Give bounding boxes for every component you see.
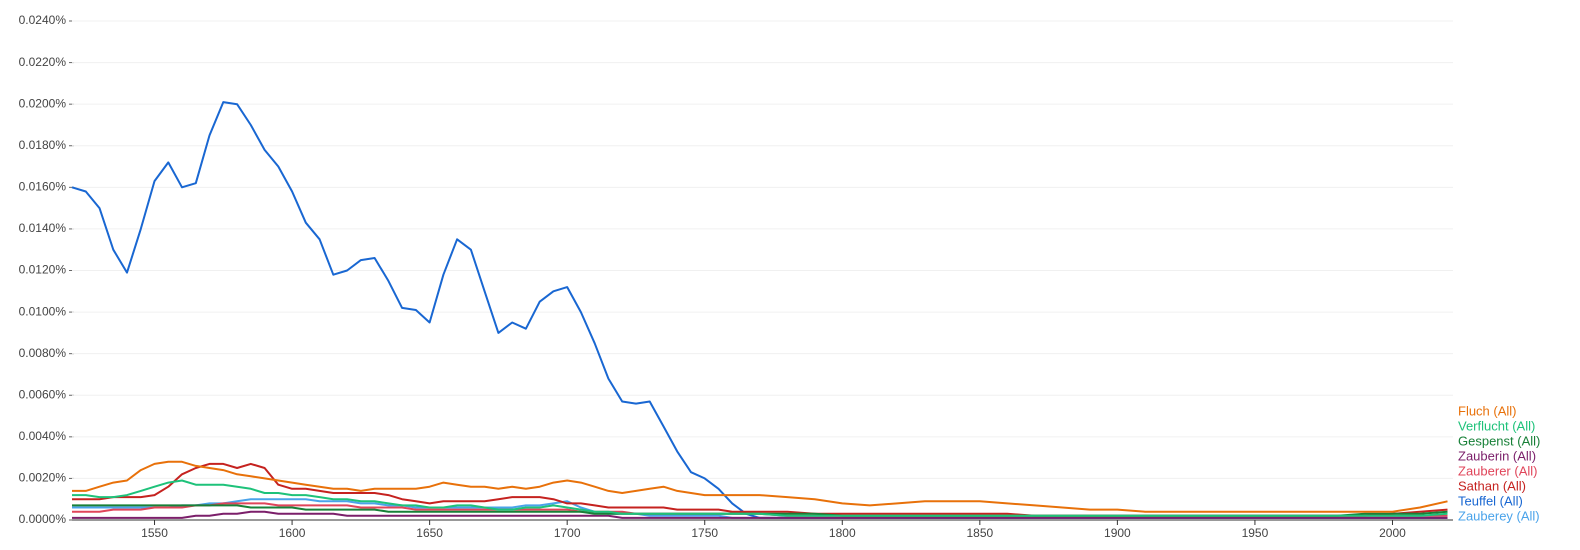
x-tick-label: 1800 (829, 526, 856, 540)
legend-label: Zauberey (All) (1458, 508, 1540, 523)
series-line (72, 479, 1448, 517)
x-tick-label: 1650 (416, 526, 443, 540)
x-tick-label: 1700 (554, 526, 581, 540)
series-line (72, 460, 1448, 513)
series-line (71, 101, 1448, 519)
y-tick-label: 0.0040% (19, 429, 67, 443)
y-tick-label: 0.0180% (19, 138, 67, 152)
x-tick-label: 2000 (1379, 526, 1406, 540)
x-tick-label: 1550 (141, 526, 168, 540)
y-tick-label: 0.0120% (19, 263, 67, 277)
y-tick-label: 0.0100% (19, 304, 67, 318)
legend-label: Verflucht (All) (1458, 418, 1535, 433)
legend-label: Sathan (All) (1458, 478, 1526, 493)
y-tick-label: 0.0160% (19, 180, 67, 194)
y-tick-label: 0.0240% (19, 13, 67, 27)
series-line (72, 510, 1448, 519)
y-tick-label: 0.0060% (19, 387, 67, 401)
x-tick-label: 1750 (691, 526, 718, 540)
legend-label: Fluch (All) (1458, 403, 1517, 418)
legend-label: Zauberer (All) (1458, 463, 1537, 478)
x-tick-label: 1900 (1104, 526, 1131, 540)
y-tick-label: 0.0140% (19, 221, 67, 235)
legend-label: Zauberin (All) (1458, 448, 1536, 463)
y-tick-label: 0.0220% (19, 55, 67, 69)
legend-label: Gespenst (All) (1458, 433, 1540, 448)
y-tick-label: 0.0020% (19, 471, 67, 485)
y-tick-label: 0.0080% (19, 346, 67, 360)
y-tick-label: 0.0200% (19, 96, 67, 110)
legend-label: Teuffel (All) (1458, 493, 1523, 508)
y-tick-label: 0.0000% (19, 512, 67, 526)
x-tick-label: 1950 (1242, 526, 1269, 540)
x-tick-label: 1600 (279, 526, 306, 540)
x-tick-label: 1850 (966, 526, 993, 540)
